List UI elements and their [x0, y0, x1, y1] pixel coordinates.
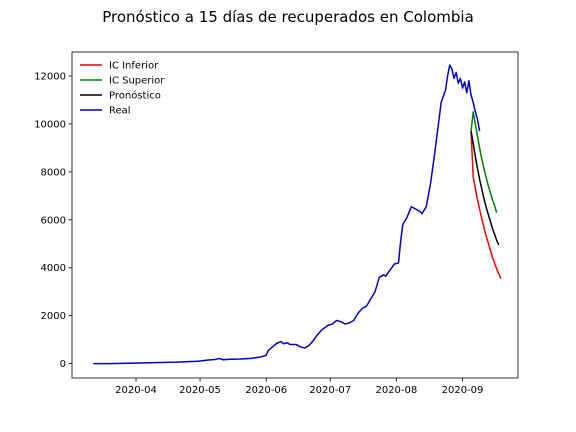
- series-line-real: [93, 64, 481, 365]
- x-tick-label: 2020-06: [245, 385, 287, 396]
- x-tick-label: 2020-08: [375, 385, 417, 396]
- plot-frame: [71, 51, 519, 379]
- y-tick-label: 12000: [34, 71, 66, 82]
- legend-label: IC Inferior: [109, 61, 159, 72]
- x-tick-label: 2020-07: [309, 385, 351, 396]
- x-axis: 2020-04 2020-05 2020-06 2020-07 2020-08 2020-…: [115, 378, 483, 396]
- x-tick-label: 2020-04: [115, 385, 157, 396]
- y-tick-label: 4000: [41, 263, 66, 274]
- legend-item: IC Superior: [80, 76, 165, 87]
- legend-item: IC Inferior: [80, 61, 159, 72]
- legend-label: Pronóstico: [109, 90, 161, 102]
- y-tick-label: 2000: [41, 311, 66, 322]
- y-tick-label: 8000: [41, 167, 66, 178]
- series-line-ic-superior: [470, 111, 498, 213]
- series-line-pronostico: [470, 130, 500, 246]
- y-tick-label: 10000: [34, 119, 66, 130]
- y-axis: 0 2000 4000 6000 8000 10000 12000: [34, 71, 72, 370]
- y-tick-label: 6000: [41, 215, 66, 226]
- legend-label: Real: [109, 106, 131, 117]
- x-tick-label: 2020-09: [442, 385, 484, 396]
- series-group: [93, 64, 502, 365]
- x-tick-label: 2020-05: [179, 385, 221, 396]
- legend-item: Pronóstico: [80, 90, 161, 102]
- legend-item: Real: [80, 106, 131, 117]
- y-tick-label: 0: [60, 359, 66, 370]
- chart-title: Pronóstico a 15 días de recuperados en C…: [102, 8, 474, 26]
- legend-label: IC Superior: [109, 76, 165, 87]
- series-line-ic-inferior: [470, 131, 502, 279]
- legend: IC Inferior IC Superior Pronóstico Real: [80, 61, 165, 117]
